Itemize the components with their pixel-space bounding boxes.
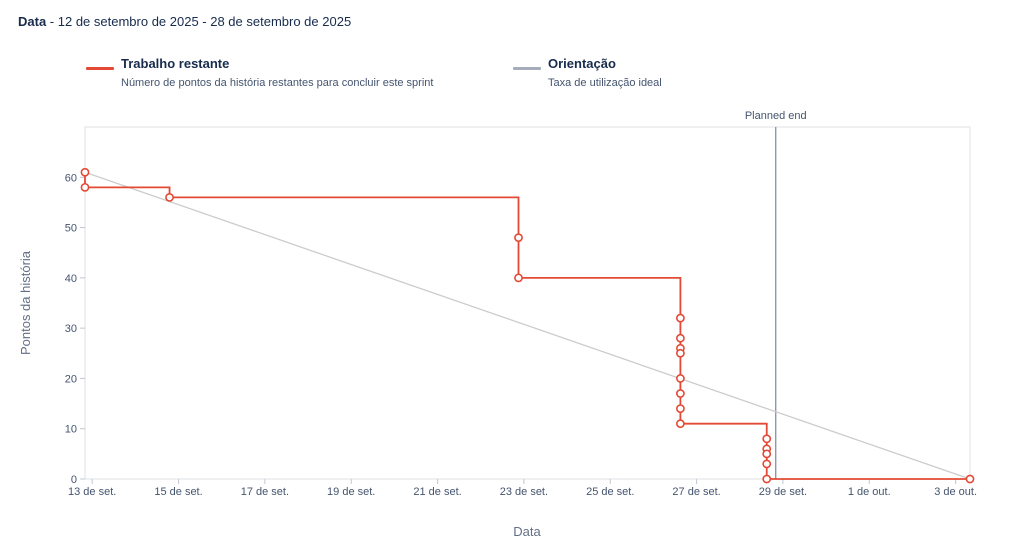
x-tick-label: 27 de set. — [672, 486, 720, 498]
data-point[interactable] — [762, 434, 772, 444]
data-point[interactable] — [514, 273, 523, 283]
x-tick-label: 29 de set. — [759, 486, 807, 498]
y-tick-label: 0 — [71, 474, 77, 486]
data-point[interactable] — [675, 419, 685, 429]
x-tick-label: 25 de set. — [586, 486, 634, 498]
chart-legend: Trabalho restante Número de pontos da hi… — [86, 56, 662, 91]
series-line-guideline — [84, 171, 971, 480]
data-point[interactable] — [675, 374, 685, 383]
legend-title: Orientação — [548, 56, 616, 71]
data-point[interactable] — [965, 474, 975, 484]
data-point[interactable] — [675, 404, 685, 413]
y-tick-label: 30 — [65, 323, 77, 335]
series-layer — [80, 167, 975, 484]
data-point[interactable] — [675, 333, 685, 343]
x-tick-label: 17 de set. — [241, 486, 289, 498]
data-point[interactable] — [165, 192, 174, 202]
data-point[interactable] — [80, 182, 90, 192]
x-axis: 13 de set. 15 de set. 17 de set. 19 de set.… — [68, 479, 977, 498]
data-point[interactable] — [675, 389, 685, 398]
x-tick-label: 23 de set. — [500, 486, 548, 498]
x-tick-label: 1 de out. — [848, 486, 891, 498]
data-point[interactable] — [675, 348, 685, 358]
legend-item-guideline[interactable]: Orientação Taxa de utilização ideal — [513, 56, 662, 91]
plot-area-border — [84, 126, 971, 480]
date-label: Data — [18, 14, 47, 29]
x-tick-label: 3 de out. — [934, 486, 977, 498]
legend-swatch-guideline — [513, 67, 541, 70]
data-point[interactable] — [514, 233, 523, 243]
data-point[interactable] — [675, 313, 685, 323]
x-tick-label: 21 de set. — [413, 486, 461, 498]
y-tick-label: 60 — [65, 172, 77, 184]
y-tick-label: 50 — [65, 223, 77, 235]
data-point[interactable] — [762, 459, 772, 469]
data-point[interactable] — [762, 474, 772, 484]
legend-swatch-remaining-work — [86, 67, 114, 70]
y-tick-label: 40 — [65, 273, 77, 285]
date-range-text: 12 de setembro de 2025 - 28 de setembro … — [57, 14, 352, 29]
date-range-header: Data - 12 de setembro de 2025 - 28 de se… — [18, 14, 351, 29]
legend-description: Número de pontos da história restantes p… — [121, 77, 434, 89]
y-tick-label: 10 — [65, 424, 77, 436]
data-point[interactable] — [762, 449, 772, 459]
y-axis-title: Pontos da história — [18, 250, 33, 355]
y-axis: 0 10 20 30 40 50 60 — [65, 172, 85, 486]
x-axis-title: Data — [513, 524, 541, 539]
x-tick-label: 19 de set. — [327, 486, 375, 498]
x-tick-label: 15 de set. — [154, 486, 202, 498]
x-tick-label: 13 de set. — [68, 486, 116, 498]
data-point[interactable] — [80, 167, 90, 177]
legend-description: Taxa de utilização ideal — [548, 77, 662, 89]
legend-item-remaining-work[interactable]: Trabalho restante Número de pontos da hi… — [86, 56, 513, 91]
legend-title: Trabalho restante — [121, 56, 230, 71]
planned-end-label: Planned end — [745, 110, 807, 122]
y-tick-label: 20 — [65, 373, 77, 385]
date-separator: - — [46, 14, 58, 29]
guide-layer: Planned end — [745, 110, 807, 479]
